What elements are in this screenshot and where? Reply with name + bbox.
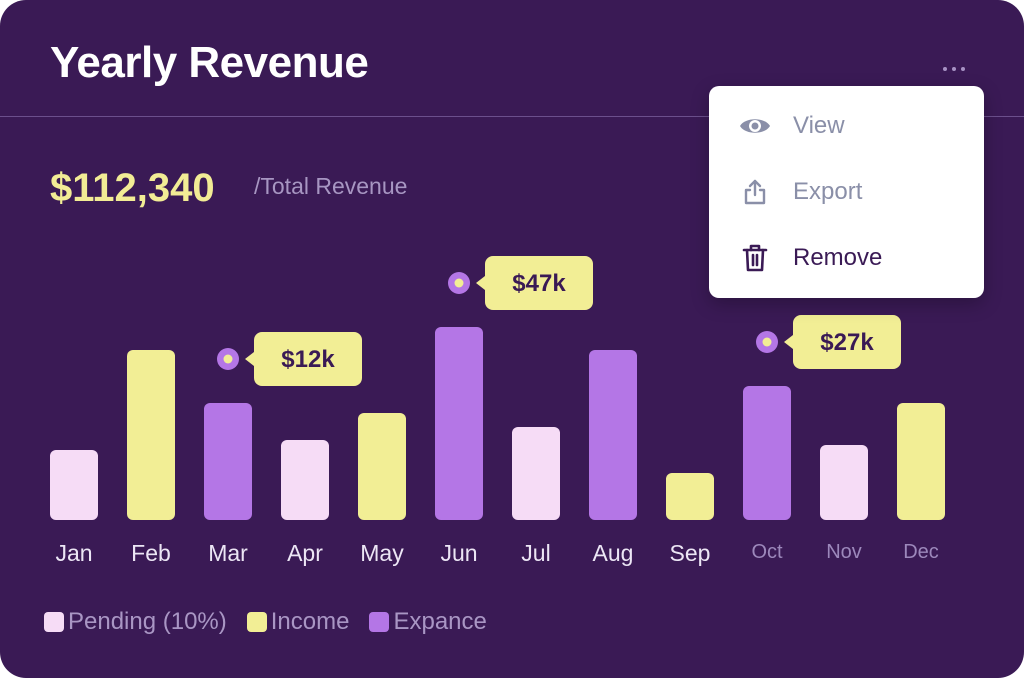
legend-swatch-pending bbox=[44, 612, 64, 632]
legend-item-expense: Expance bbox=[369, 608, 487, 636]
legend-label-pending: Pending (10%) bbox=[68, 608, 227, 635]
bar-mar bbox=[204, 403, 252, 520]
menu-item-remove[interactable]: Remove bbox=[739, 238, 882, 278]
annotation-pointer-oct bbox=[784, 335, 793, 349]
bar-apr bbox=[281, 440, 329, 520]
x-tick-label-feb: Feb bbox=[131, 540, 171, 566]
menu-item-view[interactable]: View bbox=[739, 106, 845, 146]
legend-label-income: Income bbox=[270, 608, 350, 635]
bar-jun bbox=[435, 327, 483, 520]
card-title: Yearly Revenue bbox=[50, 38, 369, 87]
annotation-box-jun bbox=[485, 256, 593, 310]
menu-item-export[interactable]: Export bbox=[739, 172, 862, 212]
x-tick-label-may: May bbox=[360, 540, 404, 566]
legend-item-income: Income bbox=[246, 608, 350, 636]
x-tick-label-nov: Nov bbox=[826, 541, 862, 563]
more-options-icon[interactable] bbox=[932, 58, 976, 80]
trash-icon bbox=[739, 242, 771, 274]
menu-item-view-label: View bbox=[793, 112, 845, 139]
bar-oct bbox=[743, 386, 791, 520]
x-tick-label-jan: Jan bbox=[55, 540, 92, 566]
legend-swatch-income bbox=[246, 612, 267, 632]
x-tick-label-sep: Sep bbox=[670, 540, 711, 566]
x-tick-label-jun: Jun bbox=[440, 540, 477, 566]
annotation-pointer-jun bbox=[476, 276, 485, 290]
legend-label-expense: Expance bbox=[393, 608, 487, 635]
annotation-label-oct: $27k bbox=[820, 329, 874, 356]
chart-legend: Pending (10%) Income Expance bbox=[44, 608, 507, 636]
menu-item-remove-label: Remove bbox=[793, 244, 883, 271]
x-tick-label-apr: Apr bbox=[287, 540, 323, 566]
legend-swatch-expense bbox=[369, 612, 390, 632]
menu-item-export-label: Export bbox=[793, 178, 863, 205]
x-tick-label-dec: Dec bbox=[903, 541, 939, 563]
annotation-dot-center-oct bbox=[762, 337, 772, 347]
legend-item-pending: Pending (10%) bbox=[44, 608, 227, 636]
bar-dec bbox=[897, 403, 945, 520]
total-revenue-value: $112,340 bbox=[50, 166, 215, 210]
options-menu: View Export Remove bbox=[709, 86, 984, 298]
bar-jan bbox=[50, 450, 98, 520]
bar-may bbox=[358, 413, 406, 520]
divider bbox=[0, 116, 1024, 117]
eye-icon bbox=[739, 110, 771, 142]
bar-jul bbox=[512, 427, 560, 520]
x-tick-label-mar: Mar bbox=[208, 540, 248, 566]
x-tick-label-aug: Aug bbox=[593, 540, 634, 566]
annotation-dot-center-jun bbox=[454, 278, 464, 288]
annotation-box-mar bbox=[254, 332, 362, 386]
total-revenue-label: /Total Revenue bbox=[254, 173, 408, 199]
bar-nov bbox=[820, 445, 868, 520]
x-tick-label-jul: Jul bbox=[521, 540, 550, 566]
x-tick-label-oct: Oct bbox=[751, 541, 783, 563]
annotation-label-mar: $12k bbox=[281, 346, 335, 373]
annotation-label-jun: $47k bbox=[512, 270, 566, 297]
annotation-dot-center-mar bbox=[223, 354, 233, 364]
bar-feb bbox=[127, 350, 175, 520]
bar-sep bbox=[666, 473, 714, 520]
annotation-box-oct bbox=[793, 315, 901, 369]
annotation-pointer-mar bbox=[245, 352, 254, 366]
bar-aug bbox=[589, 350, 637, 520]
export-icon bbox=[739, 176, 771, 208]
